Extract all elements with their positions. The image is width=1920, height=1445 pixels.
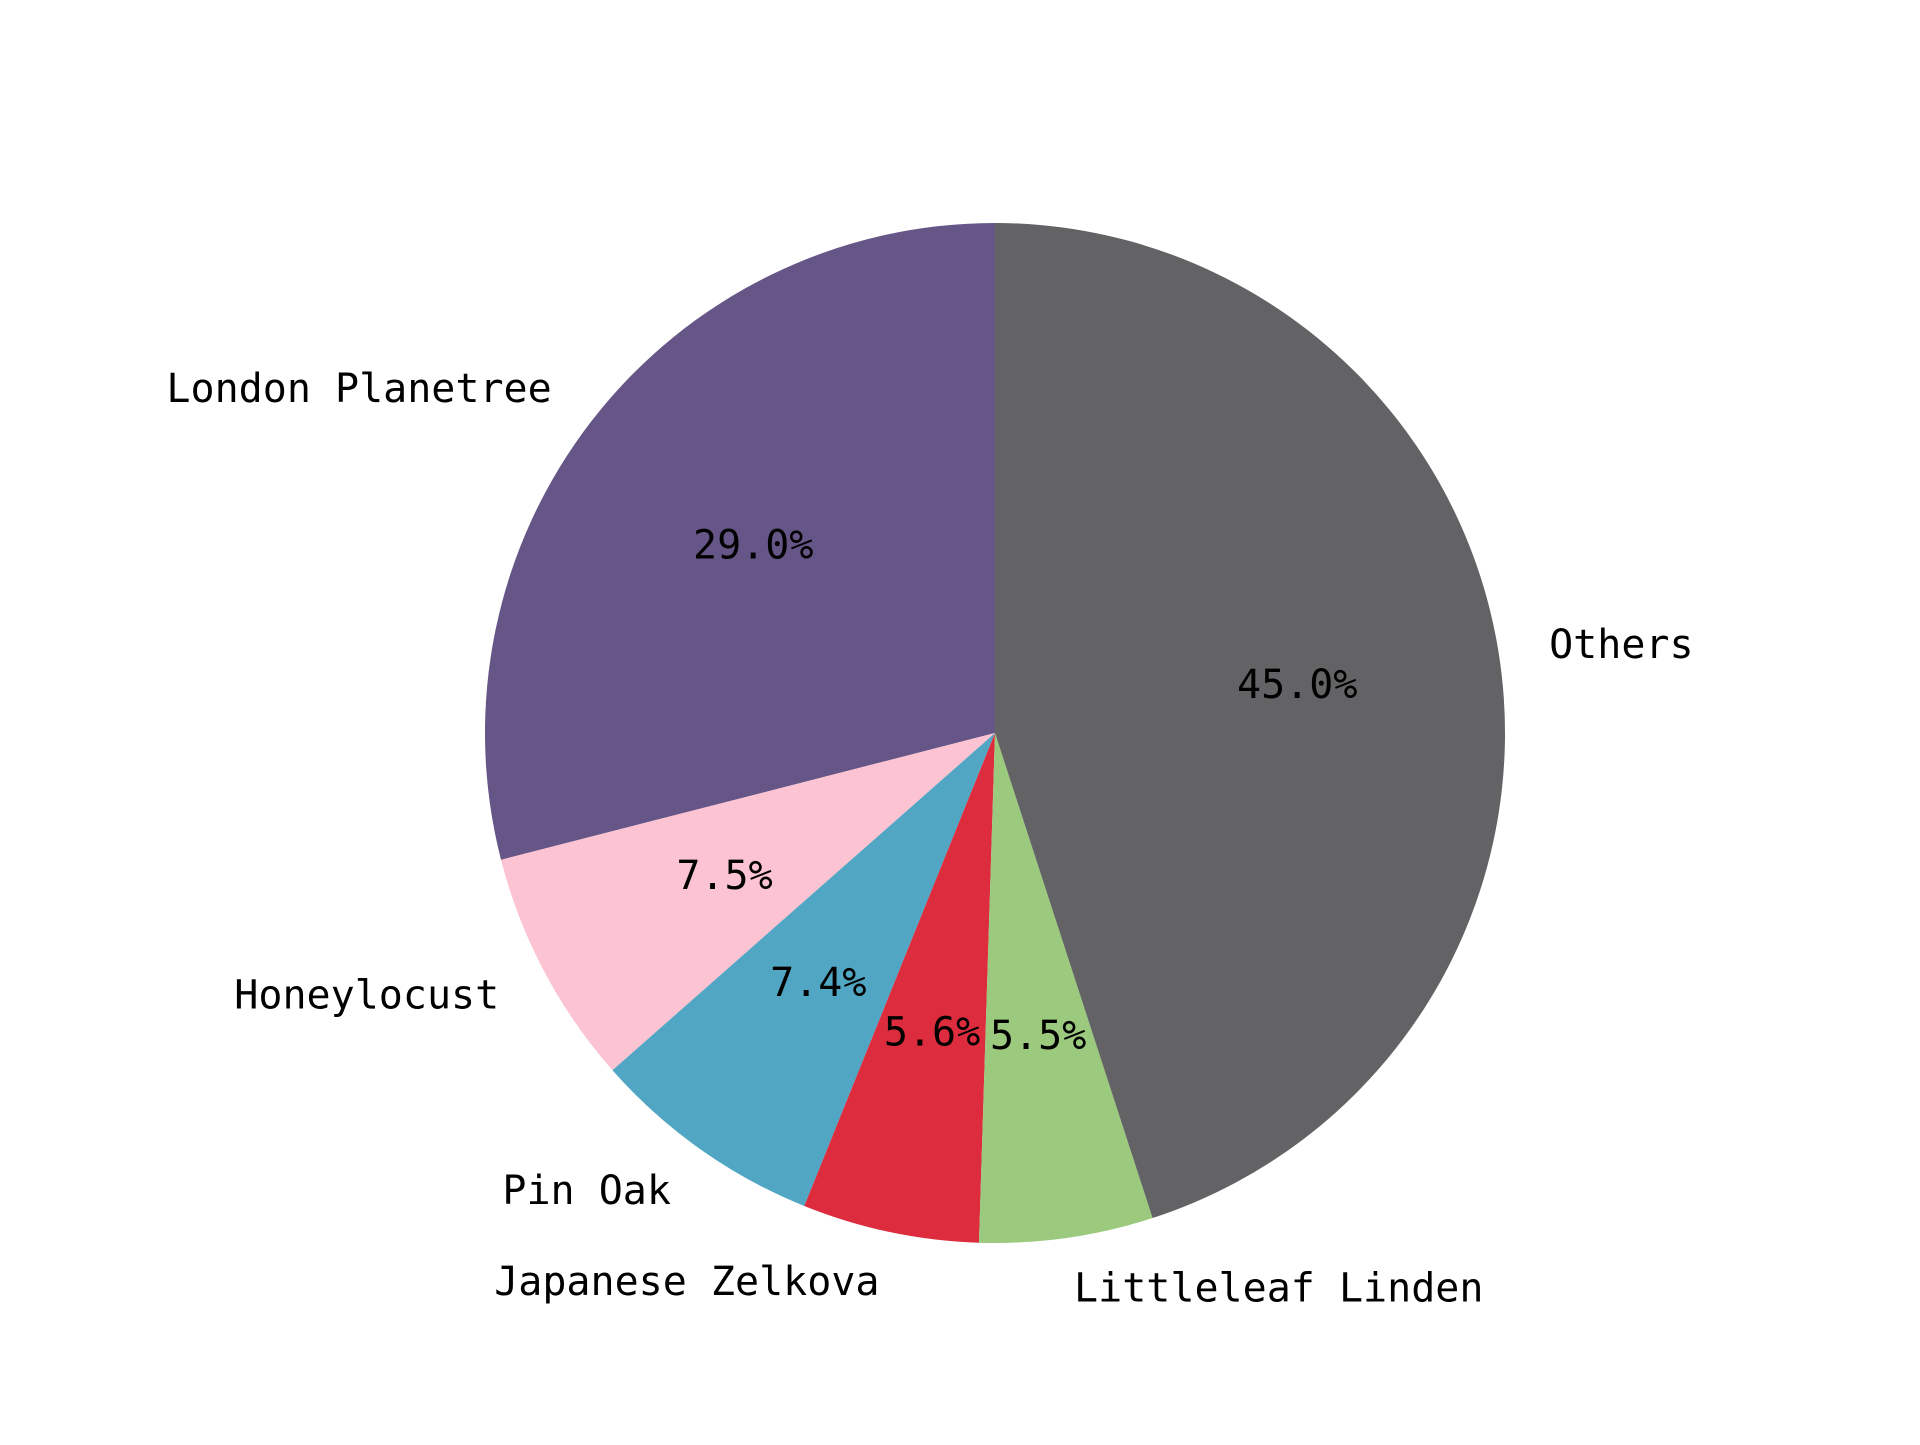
slice-percent-honeylocust: 7.5% <box>676 853 772 899</box>
slice-percent-littleleaf-linden: 5.5% <box>990 1013 1086 1059</box>
slice-percent-others: 45.0% <box>1237 662 1357 708</box>
slice-label-london-planetree: London Planetree <box>166 366 551 412</box>
pie-slice-pin-oak <box>612 733 995 1206</box>
pie-slice-others <box>995 223 1506 1219</box>
pie-slices <box>484 223 1506 1244</box>
slice-label-honeylocust: Honeylocust <box>234 973 499 1019</box>
slice-label-pin-oak: Pin Oak <box>502 1168 671 1214</box>
pie-slice-london-planetree <box>484 223 995 860</box>
slice-label-japanese-zelkova: Japanese Zelkova <box>494 1259 879 1305</box>
pie-labels: London Planetree 29.0% Honeylocust 7.5% Pin … <box>166 366 1693 1311</box>
slice-label-littleleaf-linden: Littleleaf Linden <box>1074 1265 1483 1311</box>
slice-percent-london-planetree: 29.0% <box>693 522 813 568</box>
pie-slice-japanese-zelkova <box>804 733 995 1243</box>
slice-label-others: Others <box>1549 622 1694 668</box>
slice-percent-japanese-zelkova: 5.6% <box>884 1009 980 1055</box>
slice-percent-pin-oak: 7.4% <box>770 960 866 1006</box>
pie-slice-littleleaf-linden <box>978 733 1153 1244</box>
pie-slice-honeylocust <box>501 733 995 1071</box>
